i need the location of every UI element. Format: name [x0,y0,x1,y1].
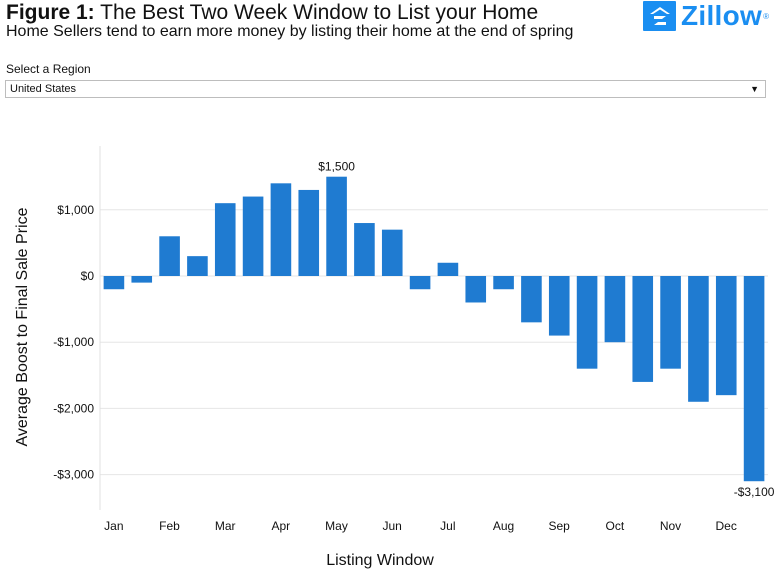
bar [465,276,487,303]
x-tick-label: Feb [159,519,180,533]
logo-registered-mark: ® [763,11,770,21]
bar [521,276,542,323]
bar [103,276,125,290]
bar [632,276,654,382]
x-tick-label: Dec [715,519,736,533]
bar [242,196,264,276]
bar [159,236,180,276]
bar [743,276,765,482]
x-tick-label: Nov [660,519,681,533]
y-tick-label: -$2,000 [53,401,94,415]
bar [715,276,737,396]
title-text: The Best Two Week Window to List your Ho… [100,1,539,24]
bar [131,276,153,283]
chart-title: Figure 1: The Best Two Week Window to Li… [6,1,538,25]
chart-subtitle: Home Sellers tend to earn more money by … [6,23,574,40]
bar-data-label: -$3,100 [734,485,775,499]
x-tick-label: Aug [493,519,514,533]
x-tick-label: Jul [440,519,455,533]
bar [660,276,681,369]
bar [270,183,292,276]
zillow-house-icon [643,1,676,31]
x-tick-label: Jan [104,519,123,533]
y-tick-label: -$1,000 [53,335,94,349]
bar [214,203,236,276]
bar [354,223,375,276]
y-tick-label: -$3,000 [53,468,94,482]
x-axis-title: Listing Window [326,552,434,569]
bar [548,276,570,336]
bar [326,176,347,276]
bar [298,189,320,276]
logo-wordmark: Zillow [681,0,763,31]
x-tick-label: Jun [382,519,401,533]
bar [437,262,459,276]
bar [604,276,626,343]
y-axis-title: Average Boost to Final Sale Price [14,207,31,446]
bar [409,276,431,290]
dropdown-arrow-icon[interactable]: ▼ [750,84,759,94]
bar [187,256,208,276]
bar-data-label: $1,500 [318,160,355,174]
region-dropdown[interactable]: United States ▼ [5,80,766,98]
x-tick-label: Apr [271,519,290,533]
y-tick-label: $0 [81,269,95,283]
x-tick-label: Sep [548,519,570,533]
x-tick-label: Mar [215,519,236,533]
bar [381,229,403,276]
bar [493,276,514,290]
x-tick-label: Oct [605,519,624,533]
x-tick-label: May [325,519,348,533]
figure-label: Figure 1: [6,1,95,24]
bar [576,276,598,369]
region-selected-value: United States [10,83,77,95]
zillow-logo: Zillow ® [643,0,769,32]
region-select-label: Select a Region [6,62,91,76]
bar [688,276,709,402]
y-tick-label: $1,000 [57,203,94,217]
